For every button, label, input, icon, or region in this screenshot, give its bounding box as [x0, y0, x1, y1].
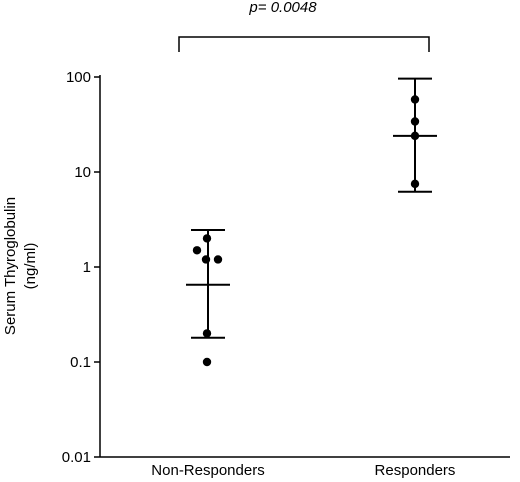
y-axis-label-line2: (ng/ml) [22, 243, 39, 290]
y-tick-label: 100 [66, 69, 91, 86]
y-tick-label: 0.1 [70, 354, 91, 371]
data-point [192, 246, 202, 255]
data-point [410, 179, 420, 189]
p-value-label: p= 0.0048 [248, 0, 317, 16]
data-point [202, 329, 212, 338]
y-tick-label: 0.01 [62, 449, 91, 466]
y-axis-label-line1: Serum Thyroglobulin [2, 197, 19, 335]
data-point [410, 131, 420, 141]
group-0 [186, 229, 230, 367]
x-axis: Non-Responders Responders [100, 456, 510, 479]
y-tick-label: 10 [74, 164, 91, 181]
x-tick-label-responders: Responders [375, 462, 456, 479]
data-point [410, 95, 420, 104]
data-point [213, 255, 223, 264]
y-tick-label: 1 [83, 259, 91, 276]
data-point [201, 255, 211, 264]
data-point [410, 117, 420, 126]
group-1 [393, 77, 437, 193]
significance-bracket: p= 0.0048 [178, 0, 430, 52]
data-point [202, 357, 212, 367]
significance-bracket-line [178, 36, 430, 52]
x-tick-label-non-responders: Non-Responders [151, 462, 264, 479]
y-ticks: 0.01 0.1 1 10 100 [62, 69, 100, 466]
y-axis: 0.01 0.1 1 10 100 [62, 69, 101, 466]
data-point [202, 234, 212, 243]
plot-area [186, 77, 437, 367]
